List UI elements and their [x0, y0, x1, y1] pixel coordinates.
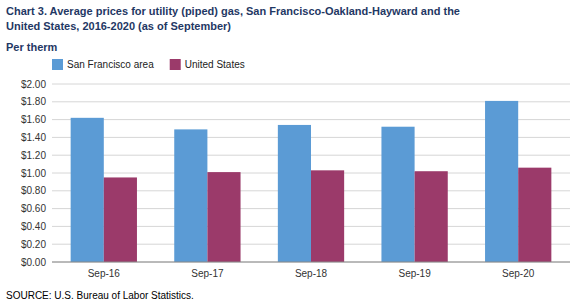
- grid-line: [52, 262, 570, 263]
- x-tick-label: Sep-18: [295, 268, 328, 279]
- bar: [518, 168, 551, 262]
- bar: [311, 170, 344, 262]
- x-tick-label: Sep-19: [398, 268, 431, 279]
- y-tick-label: $2.00: [21, 79, 46, 90]
- y-tick-label: $0.60: [21, 203, 46, 214]
- x-tick-label: Sep-17: [191, 268, 224, 279]
- subtitle: United States, 2016-2020 (as of Septembe…: [6, 20, 231, 32]
- x-axis: [52, 262, 570, 263]
- title: Chart 3. Average prices for utility (pip…: [6, 5, 460, 17]
- bar: [207, 172, 240, 262]
- bars: [71, 101, 552, 262]
- bar: [104, 177, 137, 262]
- y-axis-label: Per therm: [6, 41, 58, 53]
- chart: Chart 3. Average prices for utility (pip…: [0, 0, 579, 305]
- legend-swatch: [170, 59, 181, 70]
- y-tick-label: $1.40: [21, 132, 46, 143]
- bar: [415, 171, 448, 262]
- bar: [485, 101, 518, 262]
- grid-line: [52, 84, 570, 85]
- x-tick-label: Sep-20: [502, 268, 535, 279]
- y-tick-label: $1.80: [21, 96, 46, 107]
- bar: [278, 125, 311, 262]
- legend-swatch: [52, 59, 63, 70]
- y-tick-label: $0.40: [21, 221, 46, 232]
- legend-entry: San Francisco area: [67, 59, 154, 70]
- bar: [381, 127, 414, 262]
- y-tick-label: $1.60: [21, 114, 46, 125]
- legend-entry: United States: [185, 59, 245, 70]
- y-tick-label: $1.00: [21, 168, 46, 179]
- y-tick-label: $1.20: [21, 150, 46, 161]
- x-tick-label: Sep-16: [88, 268, 121, 279]
- y-tick-label: $0.20: [21, 239, 46, 250]
- y-tick-label: $0.00: [21, 257, 46, 268]
- y-tick-label: $0.80: [21, 185, 46, 196]
- bar: [174, 129, 207, 262]
- bar: [71, 118, 104, 262]
- legend: San Francisco area United States: [52, 59, 245, 70]
- source: SOURCE: U.S. Bureau of Labor Statistics.: [6, 290, 194, 301]
